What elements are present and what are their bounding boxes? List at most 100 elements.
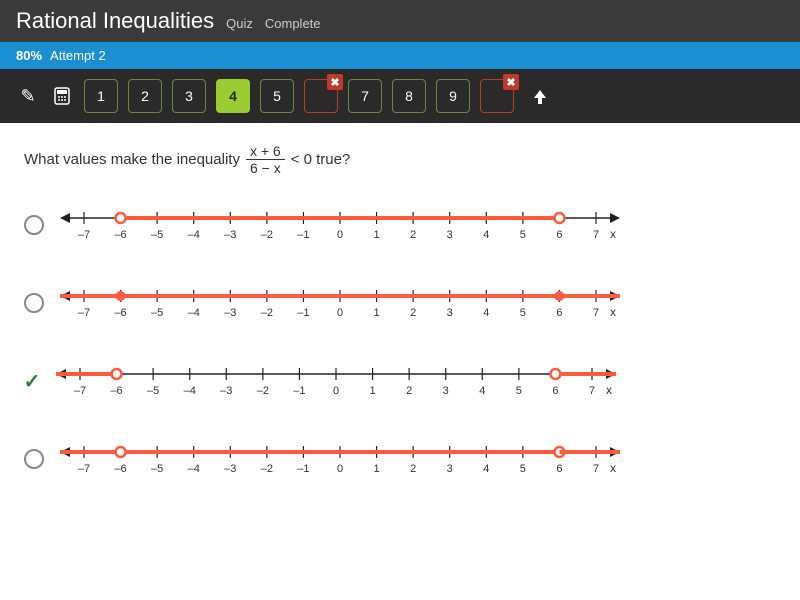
svg-text:–5: –5 (147, 385, 159, 397)
svg-text:1: 1 (374, 307, 380, 319)
svg-text:7: 7 (589, 385, 595, 397)
nav-items: 12345 ✖ 789 ✖ (84, 79, 514, 113)
svg-text:0: 0 (337, 463, 343, 475)
svg-text:4: 4 (483, 229, 489, 241)
svg-text:3: 3 (443, 385, 449, 397)
svg-text:–2: –2 (261, 307, 273, 319)
svg-text:2: 2 (406, 385, 412, 397)
svg-text:7: 7 (593, 307, 599, 319)
number-line-wrap: –7–6–5–4–3–2–101234567x (60, 434, 620, 484)
wrong-icon: ✖ (327, 74, 343, 90)
number-line: –7–6–5–4–3–2–101234567x (60, 200, 620, 250)
svg-text:7: 7 (593, 229, 599, 241)
svg-text:–1: –1 (297, 307, 309, 319)
fraction-denominator: 6 − x (246, 160, 285, 176)
radio-button[interactable] (24, 215, 44, 235)
nav-question-7[interactable]: 7 (348, 79, 382, 113)
nav-question-slot-9[interactable]: ✖ (480, 79, 514, 113)
svg-text:6: 6 (556, 307, 562, 319)
nav-question-2[interactable]: 2 (128, 79, 162, 113)
svg-text:–5: –5 (151, 463, 163, 475)
svg-text:–5: –5 (151, 229, 163, 241)
number-line-wrap: –7–6–5–4–3–2–101234567x (60, 278, 620, 328)
question-text: What values make the inequality x + 6 6 … (24, 143, 776, 176)
radio-button[interactable] (24, 449, 44, 469)
app-root: Rational Inequalities Quiz Complete 80% … (0, 0, 800, 600)
question-suffix: < 0 true? (291, 151, 351, 168)
svg-text:3: 3 (447, 463, 453, 475)
arrow-up-icon[interactable] (528, 84, 552, 108)
question-nav: ✎ 12345 ✖ 789 ✖ (0, 69, 800, 123)
svg-text:2: 2 (410, 463, 416, 475)
header: Rational Inequalities Quiz Complete (0, 0, 800, 42)
svg-text:5: 5 (520, 307, 526, 319)
svg-text:–1: –1 (293, 385, 305, 397)
number-line: –7–6–5–4–3–2–101234567x (56, 356, 616, 406)
svg-text:–3: –3 (224, 463, 236, 475)
svg-text:–1: –1 (297, 229, 309, 241)
svg-text:1: 1 (374, 463, 380, 475)
svg-text:4: 4 (479, 385, 485, 397)
correct-check-icon: ✓ (24, 373, 40, 389)
svg-text:4: 4 (483, 463, 489, 475)
nav-question-9[interactable]: 9 (436, 79, 470, 113)
svg-text:–3: –3 (224, 307, 236, 319)
calculator-icon[interactable] (50, 84, 74, 108)
svg-text:–2: –2 (261, 229, 273, 241)
number-line: –7–6–5–4–3–2–101234567x (60, 434, 620, 484)
svg-text:–2: –2 (257, 385, 269, 397)
svg-text:7: 7 (593, 463, 599, 475)
svg-text:6: 6 (556, 229, 562, 241)
nav-question-8[interactable]: 8 (392, 79, 426, 113)
svg-text:1: 1 (370, 385, 376, 397)
fraction: x + 6 6 − x (246, 143, 285, 176)
svg-text:0: 0 (337, 229, 343, 241)
svg-text:–3: –3 (224, 229, 236, 241)
progress-bar: 80% Attempt 2 (0, 42, 800, 69)
option-2[interactable]: –7–6–5–4–3–2–101234567x (24, 278, 776, 328)
question-prefix: What values make the inequality (24, 151, 240, 168)
svg-text:3: 3 (447, 229, 453, 241)
radio-button[interactable] (24, 293, 44, 313)
svg-text:5: 5 (520, 463, 526, 475)
svg-text:–6: –6 (114, 463, 126, 475)
header-subtitle: Quiz (226, 16, 253, 31)
svg-text:4: 4 (483, 307, 489, 319)
svg-text:2: 2 (410, 229, 416, 241)
svg-text:–4: –4 (188, 307, 200, 319)
content-area: What values make the inequality x + 6 6 … (0, 123, 800, 600)
progress-percent: 80% (16, 48, 42, 63)
nav-question-5[interactable]: 5 (260, 79, 294, 113)
wrong-icon: ✖ (503, 74, 519, 90)
number-line-wrap: –7–6–5–4–3–2–101234567x (56, 356, 616, 406)
header-status: Complete (265, 16, 321, 31)
nav-question-3[interactable]: 3 (172, 79, 206, 113)
attempt-label: Attempt 2 (50, 48, 106, 63)
svg-text:x: x (610, 305, 616, 319)
svg-text:–6: –6 (114, 229, 126, 241)
svg-text:1: 1 (374, 229, 380, 241)
svg-text:–2: –2 (261, 463, 273, 475)
svg-text:6: 6 (556, 463, 562, 475)
svg-text:–3: –3 (220, 385, 232, 397)
svg-text:–7: –7 (78, 463, 90, 475)
svg-text:–6: –6 (110, 385, 122, 397)
svg-text:–4: –4 (184, 385, 196, 397)
svg-text:x: x (610, 461, 616, 475)
page-title: Rational Inequalities (16, 8, 214, 34)
svg-text:2: 2 (410, 307, 416, 319)
svg-text:5: 5 (520, 229, 526, 241)
pencil-icon[interactable]: ✎ (16, 84, 40, 108)
option-4[interactable]: –7–6–5–4–3–2–101234567x (24, 434, 776, 484)
svg-text:–4: –4 (188, 229, 200, 241)
nav-question-1[interactable]: 1 (84, 79, 118, 113)
option-1[interactable]: –7–6–5–4–3–2–101234567x (24, 200, 776, 250)
nav-question-4[interactable]: 4 (216, 79, 250, 113)
svg-text:–6: –6 (114, 307, 126, 319)
svg-text:–5: –5 (151, 307, 163, 319)
option-3[interactable]: ✓–7–6–5–4–3–2–101234567x (24, 356, 776, 406)
svg-text:3: 3 (447, 307, 453, 319)
nav-question-slot-5[interactable]: ✖ (304, 79, 338, 113)
svg-text:x: x (606, 383, 612, 397)
svg-text:x: x (610, 227, 616, 241)
